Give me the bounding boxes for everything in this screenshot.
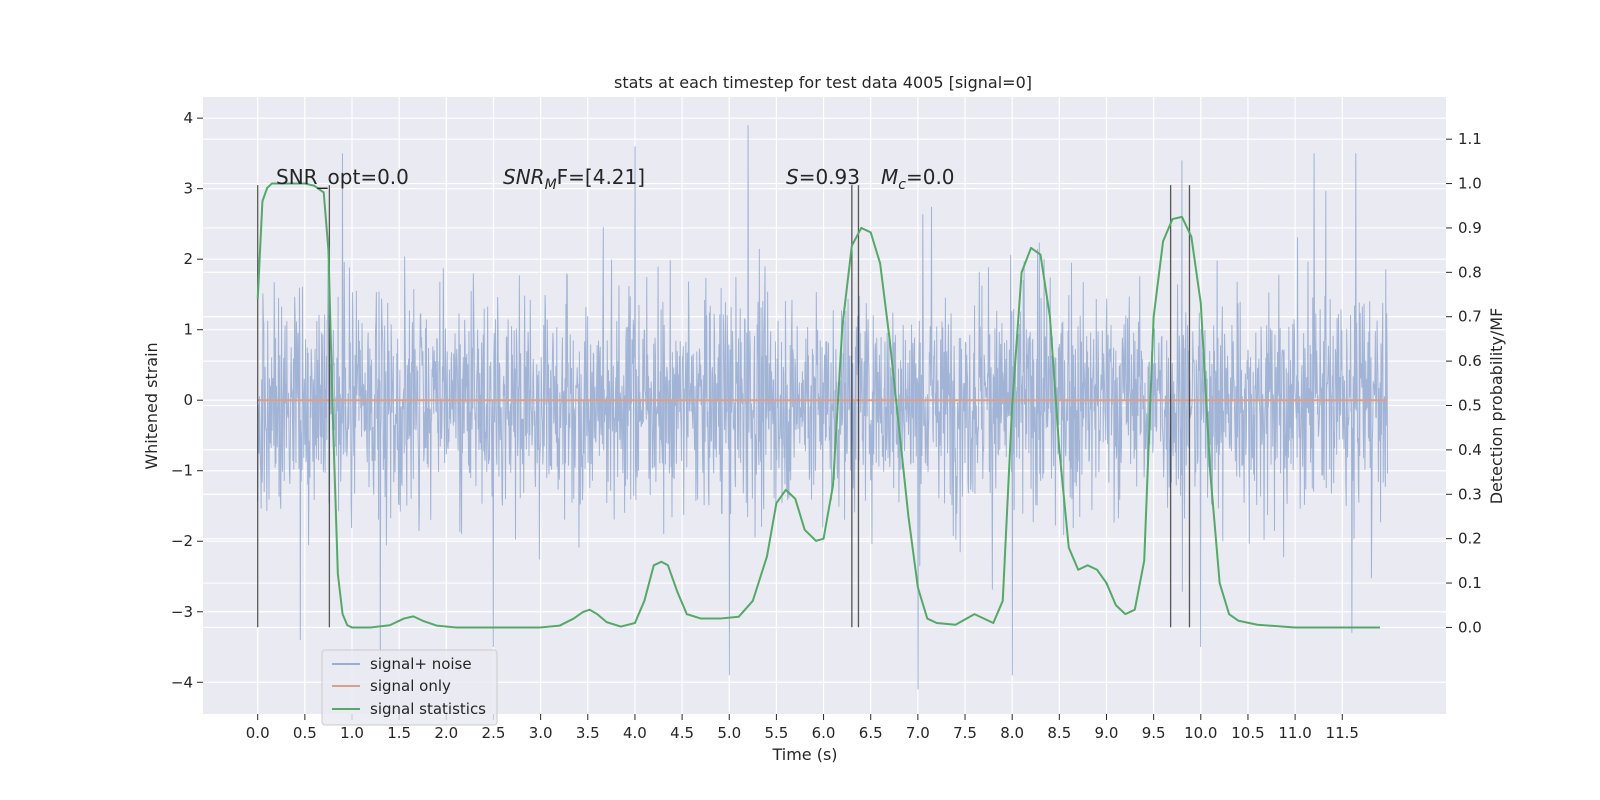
x-tick-label: 6.0 — [812, 724, 836, 742]
annotation-snr-mf-subscript: M — [545, 177, 557, 193]
series-signal-statistics — [256, 182, 1380, 629]
y2-tick-label: 0.5 — [1458, 397, 1482, 415]
x-axis-ticks: 0.0 0.5 1.0 1.5 2.0 2.5 3.0 3.5 4.0 4.5 5.0 5.5 6.0 6… — [246, 714, 1359, 742]
y-tick-label: 4 — [183, 109, 193, 127]
y-tick-label: −1 — [171, 462, 193, 480]
x-tick-label: 6.5 — [859, 724, 883, 742]
x-tick-label: 2.5 — [482, 724, 506, 742]
y2-tick-label: 0.8 — [1458, 263, 1482, 281]
x-tick-label: 10.0 — [1184, 724, 1217, 742]
annotation-mc-value: =0.0 — [906, 165, 955, 189]
legend-box — [321, 649, 498, 726]
y-axis-ticks: 4 3 2 1 0 −1 −2 −3 −4 — [171, 109, 203, 691]
x-tick-label: 5.5 — [764, 724, 788, 742]
y2-tick-label: 0.1 — [1458, 574, 1482, 592]
x-axis-label: Time (s) — [771, 745, 837, 764]
annotation-s-value: =0.93 — [799, 165, 860, 189]
y-tick-label: 1 — [183, 321, 193, 339]
y2-tick-label: 1.1 — [1458, 130, 1482, 148]
y-tick-label: −2 — [171, 532, 193, 550]
x-tick-label: 1.5 — [387, 724, 411, 742]
annotation-mc-symbol: M — [881, 165, 898, 189]
y2-tick-label: 0.4 — [1458, 441, 1482, 459]
legend-label-signal-statistics: signal statistics — [370, 700, 486, 718]
x-tick-label: 11.5 — [1326, 724, 1359, 742]
annotation-snr-mf-symbol: SNR — [503, 165, 545, 189]
y2-tick-label: 0.9 — [1458, 219, 1482, 237]
annotation-snr-opt: SNR_opt=0.0 — [276, 165, 409, 189]
y2-tick-label: 0.7 — [1458, 308, 1482, 326]
x-tick-label: 2.0 — [434, 724, 458, 742]
plot-area — [256, 125, 1389, 690]
x-tick-label: 8.0 — [1000, 724, 1024, 742]
y2-tick-label: 1.0 — [1458, 175, 1482, 193]
series-signal-noise — [257, 125, 1389, 690]
y2-tick-label: 0.2 — [1458, 530, 1482, 548]
legend-label-signal-only: signal only — [370, 677, 451, 695]
annotation-mc: Mc=0.0 — [881, 165, 955, 193]
x-tick-label: 4.0 — [623, 724, 647, 742]
y-tick-label: −4 — [171, 673, 193, 691]
x-tick-label: 10.5 — [1231, 724, 1264, 742]
x-tick-label: 9.5 — [1142, 724, 1166, 742]
x-tick-label: 1.0 — [340, 724, 364, 742]
x-tick-label: 11.0 — [1278, 724, 1311, 742]
annotation-mc-subscript: c — [898, 177, 906, 193]
y2-axis-ticks: 1.1 1.0 0.9 0.8 0.7 0.6 0.5 0.4 0.3 0.2 0.1 0.0 — [1446, 130, 1482, 636]
x-tick-label: 9.0 — [1095, 724, 1119, 742]
x-tick-label: 7.0 — [906, 724, 930, 742]
y2-tick-label: 0.3 — [1458, 485, 1482, 503]
annotation-s-symbol: S — [786, 165, 799, 189]
y-tick-label: 3 — [183, 180, 193, 198]
legend: signal+ noise signal only signal statist… — [321, 649, 498, 726]
y2-tick-label: 0.0 — [1458, 618, 1482, 636]
x-tick-label: 0.5 — [293, 724, 317, 742]
legend-label-signal-noise: signal+ noise — [370, 655, 472, 673]
x-tick-label: 4.5 — [670, 724, 694, 742]
y2-axis-label: Detection probability/MF — [1487, 308, 1506, 505]
y-tick-label: −3 — [171, 603, 193, 621]
x-tick-label: 0.0 — [246, 724, 270, 742]
annotation-snr-mf: SNRMF=[4.21] — [503, 165, 645, 193]
y-tick-label: 0 — [183, 391, 193, 409]
annotation-snr-mf-value: F=[4.21] — [557, 165, 645, 189]
x-tick-label: 3.0 — [529, 724, 553, 742]
y2-tick-label: 0.6 — [1458, 352, 1482, 370]
chart-title: stats at each timestep for test data 400… — [614, 73, 1032, 92]
y-tick-label: 2 — [183, 250, 193, 268]
x-tick-label: 7.5 — [953, 724, 977, 742]
x-tick-label: 3.5 — [576, 724, 600, 742]
x-tick-label: 5.0 — [717, 724, 741, 742]
x-tick-label: 8.5 — [1047, 724, 1071, 742]
y-axis-label: Whitened strain — [142, 342, 161, 469]
annotation-s: S=0.93 — [786, 165, 860, 189]
